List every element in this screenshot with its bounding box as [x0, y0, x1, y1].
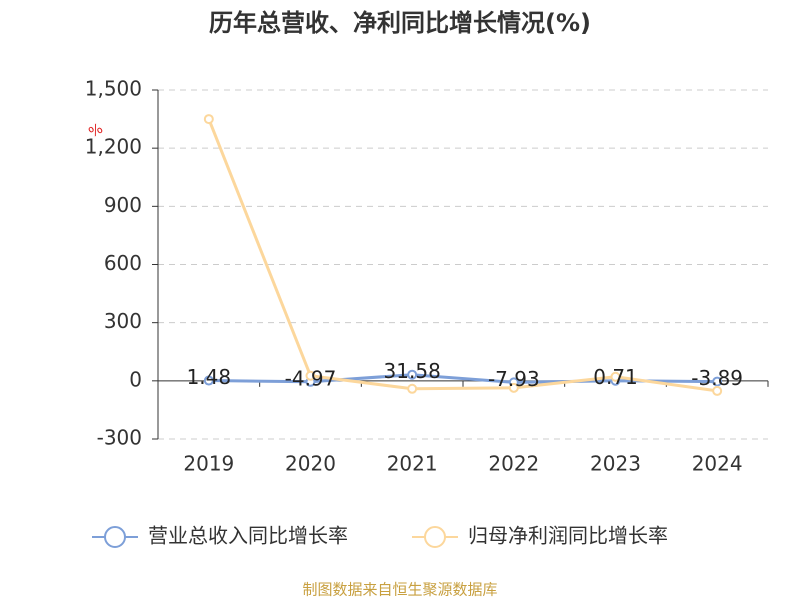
y-tick-label: 600 [104, 251, 142, 275]
data-point [610, 371, 621, 382]
y-tick-label: 0 [129, 367, 142, 391]
data-label: -4.97 [285, 366, 337, 390]
y-tick-label: 300 [104, 309, 142, 333]
data-label: 31.58 [384, 359, 441, 383]
data-point [508, 382, 519, 393]
data-point [203, 114, 214, 125]
legend-label: 归母净利润同比增长率 [468, 524, 668, 548]
chart-title: 历年总营收、净利同比增长情况(%) [209, 9, 591, 37]
data-point [712, 385, 723, 396]
data-point [712, 376, 723, 387]
data-point [305, 370, 316, 381]
data-point [407, 383, 418, 394]
y-tick-label: 900 [104, 193, 142, 217]
y-tick-label: 1,200 [85, 135, 142, 159]
source-note: 制图数据来自恒生聚源数据库 [302, 581, 497, 599]
data-label: 1.48 [187, 365, 232, 389]
series-line [207, 118, 718, 393]
y-tick-label: -300 [97, 426, 142, 450]
x-tick-label: 2020 [285, 452, 336, 476]
y-tick-label: 1,500 [85, 77, 142, 101]
data-label: 0.71 [593, 365, 638, 389]
legend-label: 营业总收入同比增长率 [148, 524, 348, 548]
x-tick-label: 2019 [183, 452, 234, 476]
x-tick-label: 2021 [387, 452, 438, 476]
data-point [407, 369, 418, 380]
data-label: -3.89 [691, 366, 743, 390]
data-point [203, 375, 214, 386]
x-tick-label: 2023 [590, 452, 641, 476]
x-tick-label: 2022 [488, 452, 539, 476]
series-line [208, 373, 718, 384]
x-tick-label: 2024 [692, 452, 743, 476]
legend-marker [104, 526, 126, 548]
legend-marker [424, 526, 446, 548]
data-label: -7.93 [488, 367, 540, 391]
